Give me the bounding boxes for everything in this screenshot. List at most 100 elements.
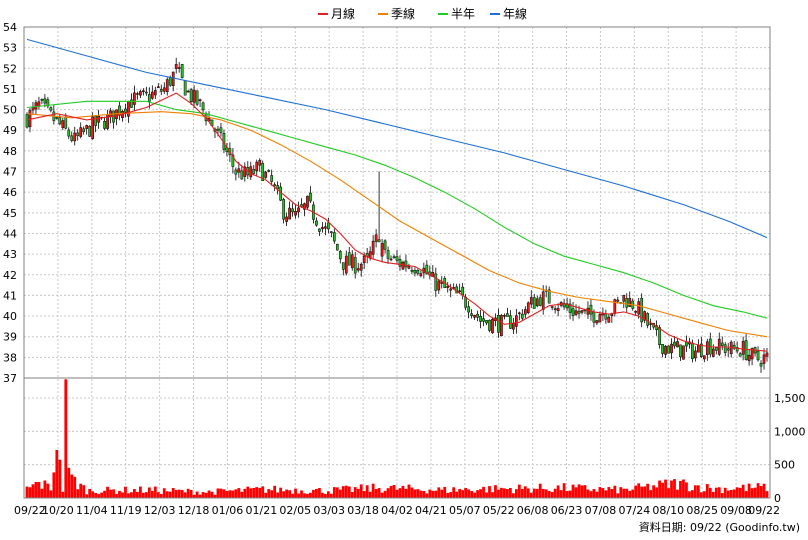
volume-bar — [31, 484, 35, 498]
candle-body — [386, 250, 390, 259]
candle-body — [485, 320, 488, 324]
volume-bar — [121, 492, 124, 498]
candle-body — [139, 91, 142, 96]
volume-bar — [213, 494, 217, 498]
candle-body — [189, 89, 193, 102]
candle-body — [413, 270, 417, 274]
candle-body — [285, 216, 288, 222]
volume-bar — [682, 479, 685, 498]
candle-body — [592, 311, 596, 323]
volume-bar — [306, 493, 309, 498]
y-tick-label: 37 — [3, 372, 17, 385]
volume-bar — [464, 488, 468, 498]
candle-body — [273, 184, 277, 187]
volume-bar — [25, 486, 29, 498]
volume-bar — [359, 484, 363, 498]
volume-bar — [431, 490, 435, 498]
candle-body — [76, 132, 80, 136]
candle-body — [589, 304, 593, 315]
volume-bar — [246, 486, 250, 498]
candle-body — [309, 192, 312, 202]
volume-bar — [115, 493, 118, 498]
candle-body — [383, 240, 387, 250]
volume-bar — [195, 491, 199, 498]
volume-bar — [574, 487, 578, 498]
volume-bar — [494, 485, 497, 498]
candle-body — [497, 314, 500, 333]
volume-bar — [517, 484, 521, 498]
volume-bar — [398, 488, 402, 498]
candle-body — [580, 310, 584, 313]
candle-body — [338, 251, 342, 260]
volume-bar — [535, 488, 539, 498]
candle-body — [416, 270, 420, 274]
volume-bar — [267, 489, 271, 498]
candle-body — [389, 258, 393, 261]
candle-body — [410, 269, 414, 272]
volume-bar — [210, 491, 214, 498]
y-tick-label: 47 — [3, 166, 17, 179]
x-tick-label: 06/08 — [517, 504, 549, 517]
x-tick-label: 04/21 — [415, 504, 447, 517]
volume-bar — [312, 489, 315, 498]
candle-body — [440, 281, 444, 284]
volume-bar — [261, 486, 265, 498]
y-tick-label: 49 — [3, 124, 17, 137]
x-tick-label: 10/20 — [42, 504, 74, 517]
volume-bar — [55, 450, 59, 498]
candle-body — [195, 90, 199, 105]
candle-body — [547, 289, 551, 304]
volume-bar — [413, 489, 417, 498]
candle-body — [646, 313, 649, 326]
volume-bar — [392, 484, 396, 498]
volume-bar — [753, 487, 757, 498]
ma-quarter-line — [26, 111, 768, 338]
candle-body — [685, 341, 688, 347]
candle-body — [720, 342, 724, 346]
volume-bar — [673, 479, 676, 498]
candle-body — [723, 344, 727, 353]
candle-body — [380, 243, 384, 257]
volume-bar — [189, 490, 193, 498]
volume-bar — [291, 493, 294, 498]
candle-body — [535, 298, 539, 307]
volume-bar — [273, 485, 277, 498]
candle-body — [509, 315, 512, 329]
candle-body — [458, 290, 462, 292]
candle-body — [404, 260, 408, 268]
volume-bar — [344, 485, 348, 498]
candle-body — [735, 347, 739, 352]
volume-bar — [100, 492, 103, 498]
volume-bar — [452, 487, 456, 498]
volume-bar — [371, 483, 375, 498]
candle-body — [726, 348, 730, 351]
candle-body — [234, 169, 238, 175]
x-tick-label: 11/04 — [76, 504, 108, 517]
x-tick-label: 09/22 — [14, 504, 46, 517]
volume-bar — [162, 488, 166, 498]
volume-bar — [288, 490, 291, 498]
candle-body — [177, 67, 181, 69]
candle-body — [437, 280, 441, 291]
candle-body — [240, 170, 244, 180]
candle-body — [759, 362, 763, 367]
y-tick-label: 41 — [3, 289, 17, 302]
volume-bar — [380, 492, 384, 498]
volume-bar — [470, 490, 473, 498]
candle-body — [180, 63, 184, 78]
candle-body — [237, 168, 241, 173]
volume-bar — [467, 489, 471, 498]
volume-bar — [685, 482, 688, 498]
volume-bar — [419, 490, 423, 498]
volume-bar — [762, 483, 766, 498]
y-tick-label: 54 — [3, 21, 17, 34]
volume-bar — [159, 493, 163, 498]
candle-body — [503, 315, 506, 317]
candle-body — [574, 310, 578, 315]
candle-body — [622, 294, 626, 302]
volume-bar — [595, 491, 599, 498]
candle-body — [705, 341, 709, 355]
candle-body — [401, 261, 405, 270]
volume-bar — [491, 492, 494, 498]
